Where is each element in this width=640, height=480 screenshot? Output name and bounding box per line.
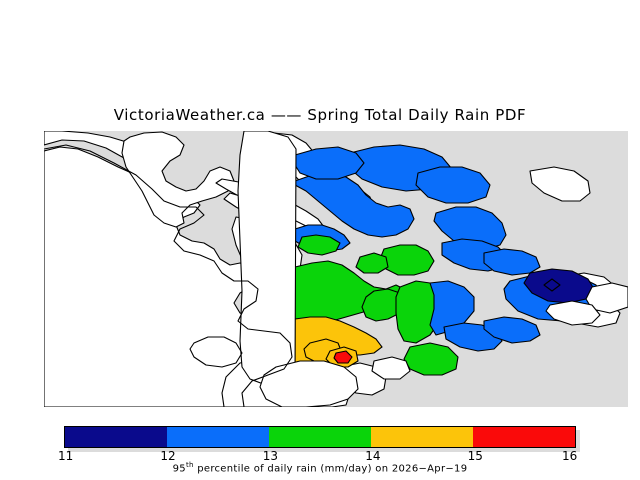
colorbar-segment-13-14	[269, 427, 371, 447]
map-panel	[44, 131, 628, 407]
colorbar-tick-0: 11	[58, 449, 74, 463]
water-bottom-white	[259, 360, 359, 407]
region-orcas-blue	[415, 166, 491, 204]
foreground-water	[237, 131, 628, 407]
coastline-details	[44, 144, 293, 407]
region-victoria-red-spot	[333, 350, 353, 364]
region-saltspring-green-strip	[297, 234, 341, 256]
colorbar-segment-14-15	[371, 427, 473, 447]
caption-prefix: 95	[172, 463, 186, 475]
water-se-white	[545, 300, 601, 326]
colorbar-segments	[64, 426, 576, 448]
water-ne-channel	[529, 166, 591, 202]
region-galiano-green	[379, 244, 435, 276]
colorbar-tick-4: 15	[467, 449, 483, 463]
colorbar-tick-2: 13	[262, 449, 279, 463]
data-regions	[294, 144, 605, 376]
region-saturna-blue-east	[483, 316, 541, 344]
region-galiano-green-tip	[355, 252, 389, 274]
colorbar-caption: 95th percentile of daily rain (mm/day) o…	[0, 461, 640, 474]
colorbar-segment-11-12	[65, 427, 167, 447]
colorbar-segment-12-13	[167, 427, 269, 447]
caption-superscript: th	[185, 461, 194, 469]
region-pender-blue	[483, 248, 541, 276]
colorbar	[64, 426, 580, 452]
water-discovery-white	[371, 356, 411, 380]
region-lopez-blue-west	[294, 146, 365, 180]
water-haro-strait	[237, 131, 297, 386]
water-sanjuan-east-white	[585, 282, 628, 314]
coast-sooke	[189, 336, 243, 368]
colorbar-tick-1: 12	[160, 449, 176, 463]
colorbar-tick-5: 16	[562, 449, 578, 463]
region-saanich-green-tail	[361, 288, 407, 322]
colorbar-tick-labels: 11 12 13 14 15 16	[0, 449, 640, 465]
region-sanjuan-diamond	[543, 278, 561, 292]
region-saltspring-blue	[294, 172, 415, 238]
page-title: VictoriaWeather.ca —— Spring Total Daily…	[113, 106, 527, 124]
coast-west-mainland	[44, 144, 293, 407]
map-svg	[44, 131, 628, 407]
colorbar-tick-3: 14	[365, 449, 381, 463]
colorbar-segment-15-16	[473, 427, 575, 447]
region-prevost-blue	[433, 206, 507, 250]
caption-rest: percentile of daily rain (mm/day) on 202…	[193, 463, 468, 475]
